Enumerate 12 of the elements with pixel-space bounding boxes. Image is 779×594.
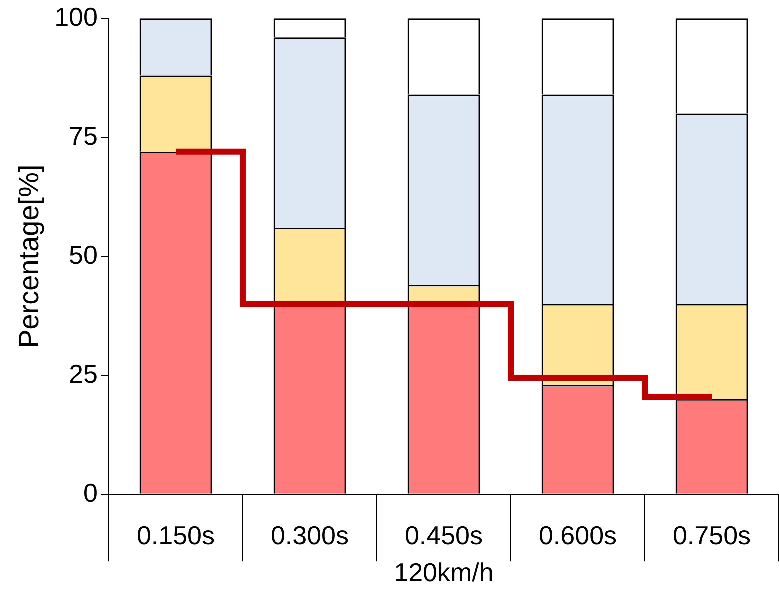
y-tick-label: 50 [69, 240, 98, 270]
y-tick-label: 25 [69, 358, 98, 389]
y-tick-label: 100 [54, 2, 98, 32]
x-tick-label: 0.150s [136, 520, 216, 550]
x-tick-label: 0.450s [404, 520, 484, 550]
y-axis-title: Percentage[%] [14, 164, 45, 348]
y-tick-label: 0 [84, 478, 98, 508]
x-tick-label: 0.600s [538, 520, 618, 550]
x-tick-label: 0.750s [672, 520, 752, 550]
y-tick-label: 75 [69, 120, 98, 151]
x-axis-title: 120km/h [394, 558, 494, 588]
x-tick-label: 0.300s [270, 520, 350, 550]
